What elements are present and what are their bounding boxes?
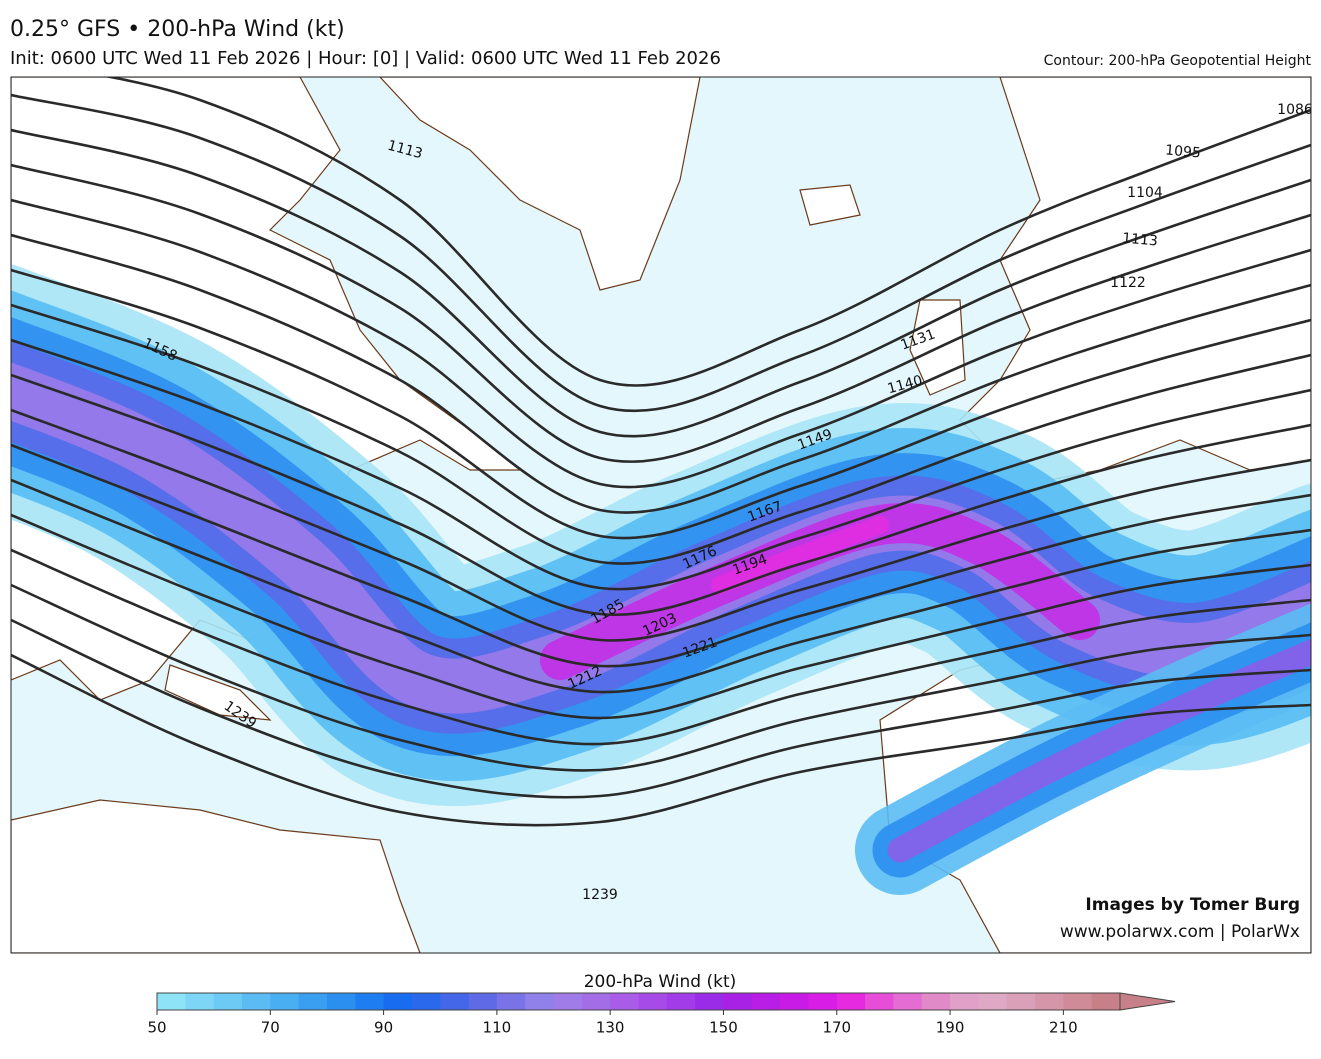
contour-line — [103, 77, 1311, 387]
subtitle: Init: 0600 UTC Wed 11 Feb 2026 | Hour: [… — [10, 48, 721, 69]
colorbar-bin — [695, 993, 724, 1010]
colorbar-bin — [213, 993, 243, 1010]
colorbar-bin — [780, 993, 809, 1010]
colorbar-bin — [326, 993, 356, 1010]
colorbar-bin — [383, 993, 413, 1010]
contour-line — [11, 268, 1311, 540]
contour-label: 1239 — [582, 887, 618, 903]
colorbar-bin — [1035, 993, 1064, 1010]
colorbar-bin — [978, 993, 1008, 1010]
contours — [11, 77, 1311, 827]
colorbar-bin — [411, 993, 441, 1010]
colorbar-bin — [865, 993, 894, 1010]
colorbar-bin — [1091, 993, 1121, 1010]
contour-line — [11, 513, 1311, 720]
credit: www.polarwx.com | PolarWx — [1060, 922, 1300, 942]
colorbar-bin — [836, 993, 866, 1010]
contour-label: 1095 — [1165, 142, 1202, 161]
contour-label: 1086 — [1277, 102, 1313, 118]
colorbar-extension — [1119, 992, 1176, 1011]
contour-line — [11, 618, 1311, 799]
colorbar-tick-label: 110 — [483, 1019, 512, 1037]
colorbar-outline — [156, 992, 1121, 1011]
colorbar-bin — [468, 993, 498, 1010]
contour-line — [11, 653, 1311, 827]
contour-label: 1104 — [1127, 185, 1163, 201]
contour-line — [11, 478, 1311, 694]
contour-line — [11, 128, 1311, 438]
colorbar-bin — [553, 993, 583, 1010]
colorbar-bin — [723, 993, 753, 1010]
title: 0.25° GFS • 200-hPa Wind (kt) — [10, 17, 345, 42]
colorbar-bin — [893, 993, 923, 1010]
colorbar-tick-label: 210 — [1049, 1019, 1078, 1037]
contour-line — [11, 583, 1311, 772]
contour-line — [11, 163, 1311, 463]
colorbar-bin — [666, 993, 696, 1010]
colorbar-bin — [241, 993, 271, 1010]
colorbar-tick-label: 50 — [147, 1019, 166, 1037]
colorbar: 50 70 90 110 130 150 170 190 210 — [147, 992, 1176, 1037]
colorbar-bin — [751, 993, 781, 1010]
map-frame — [10, 76, 1312, 954]
colorbar-title: 200-hPa Wind (kt) — [584, 972, 737, 992]
colorbar-tick-label: 150 — [709, 1019, 738, 1037]
colorbar-bin — [185, 993, 215, 1010]
colorbar-bin — [496, 993, 526, 1010]
contour-line — [11, 373, 1311, 617]
colorbar-bin — [581, 993, 611, 1010]
contour-line — [11, 93, 1311, 413]
colorbar-bin — [610, 993, 639, 1010]
colorbar-bin — [921, 993, 951, 1010]
colorbar-tick-label: 70 — [261, 1019, 280, 1037]
contour-label: 1122 — [1110, 275, 1146, 291]
colorbar-bin — [1006, 993, 1036, 1010]
jet-band — [887, 638, 1311, 863]
contour-line — [11, 548, 1311, 746]
colorbar-tick-label: 90 — [374, 1019, 393, 1037]
colorbar-bin — [355, 993, 385, 1010]
contour-label: 1113 — [1122, 230, 1159, 249]
colorbar-bin — [440, 993, 470, 1010]
contour-line — [11, 303, 1311, 565]
colorbar-tick-label: 130 — [596, 1019, 625, 1037]
credit: Images by Tomer Burg — [1085, 895, 1300, 915]
colorbar-bin — [808, 993, 838, 1010]
contour-line — [11, 198, 1311, 489]
contour-note: Contour: 200-hPa Geopotential Height — [1044, 53, 1312, 69]
contour-line — [11, 338, 1311, 591]
colorbar-tick-label: 190 — [936, 1019, 965, 1037]
colorbar-bin — [638, 993, 668, 1010]
colorbar-bin — [298, 993, 328, 1010]
colorbar-bin — [270, 993, 300, 1010]
colorbar-bin — [157, 993, 186, 1010]
jet-stream — [11, 264, 1311, 895]
colorbar-bin — [525, 993, 555, 1010]
map: 1113115812391239108610951104111311221131… — [11, 77, 1313, 953]
jet-core — [711, 516, 889, 594]
colorbar-tick-label: 170 — [822, 1019, 851, 1037]
colorbar-bin — [950, 993, 979, 1010]
contour-line — [11, 443, 1311, 668]
contour-line — [11, 233, 1311, 514]
contour-line — [11, 408, 1311, 642]
colorbar-bin — [1063, 993, 1093, 1010]
